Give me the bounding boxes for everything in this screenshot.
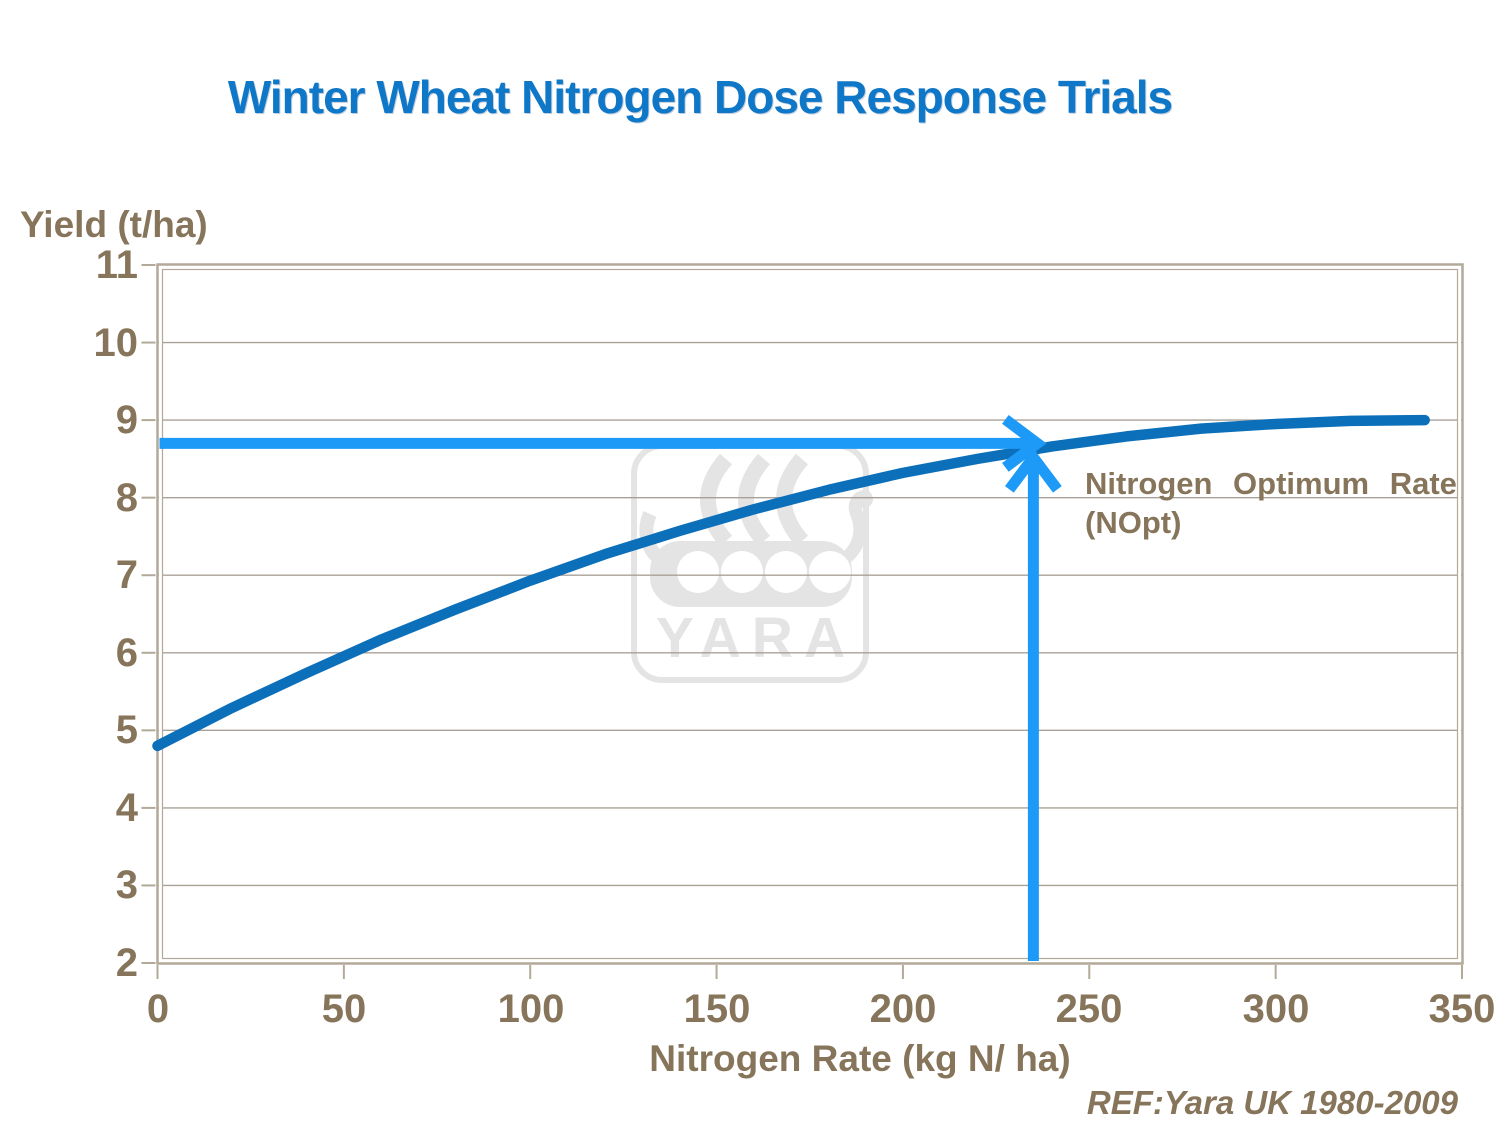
- y-tick-label: 10: [93, 321, 139, 365]
- watermark-text: YARA: [656, 606, 856, 670]
- x-tick-label: 100: [497, 987, 565, 1031]
- y-tick-label: 11: [95, 243, 138, 287]
- nopt-annotation-line1: Nitrogen Optimum Rate: [1085, 466, 1457, 501]
- x-tick-label: 250: [1055, 987, 1123, 1031]
- y-tick-label: 9: [115, 398, 138, 442]
- plot-border-outer: [156, 263, 1464, 965]
- plot-border-inner: [161, 268, 1459, 960]
- nopt-annotation: Nitrogen Optimum Rate (NOpt): [1085, 464, 1463, 542]
- x-tick-label: 350: [1428, 987, 1496, 1031]
- y-tick-label: 6: [115, 631, 138, 675]
- ship-shield: [721, 551, 763, 593]
- yield-response-curve: [152, 414, 1430, 752]
- y-tick-label: 5: [115, 708, 138, 752]
- x-axis-title: Nitrogen Rate (kg N/ ha): [649, 1038, 1071, 1079]
- ship-shield: [809, 551, 851, 593]
- ship-shield: [765, 551, 807, 593]
- y-tick-label: 2: [115, 941, 138, 985]
- x-tick-label: 200: [869, 987, 937, 1031]
- ship-stern: [839, 491, 867, 566]
- nopt-annotation-line2: (NOpt): [1085, 505, 1182, 540]
- ship-sail-icon: [738, 453, 771, 547]
- reference-text: REF:Yara UK 1980-2009: [1086, 1084, 1458, 1121]
- ship-sail-icon: [700, 453, 733, 547]
- y-axis-title: Yield (t/ha): [20, 204, 208, 245]
- chart-title: Winter Wheat Nitrogen Dose Response Tria…: [227, 71, 1173, 123]
- ship-shield: [677, 551, 719, 593]
- x-tick-label: 150: [683, 987, 751, 1031]
- ship-stern-knob: [855, 490, 873, 508]
- x-tick-label: 300: [1242, 987, 1310, 1031]
- axis-tick-marks: [141, 264, 1463, 979]
- yara-watermark-logo: YARA: [631, 443, 873, 683]
- x-tick-label: 50: [321, 987, 367, 1031]
- y-tick-label: 3: [115, 863, 138, 907]
- x-tick-label: 0: [146, 987, 170, 1031]
- y-tick-label: 4: [115, 786, 138, 830]
- y-tick-label: 7: [115, 553, 138, 597]
- y-tick-label: 8: [115, 476, 138, 520]
- plot-border-highlight: [159, 266, 1461, 962]
